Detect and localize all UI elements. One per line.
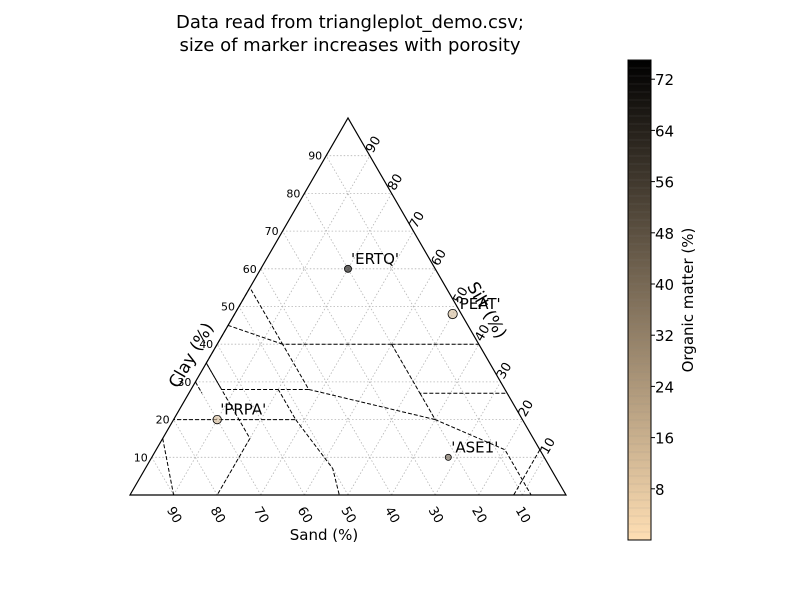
clay-tick-label: 50	[221, 301, 235, 314]
texture-boundary	[205, 287, 251, 496]
data-point-marker	[212, 414, 222, 425]
silt-tick-label: 10	[538, 435, 559, 457]
texture-boundary	[227, 324, 283, 345]
sand-tick-label: 60	[294, 504, 315, 526]
clay-tick-label: 80	[286, 187, 300, 200]
colorbar-tick-label: 8	[655, 481, 665, 499]
silt-tick-label: 50	[450, 285, 471, 307]
clay-tick-label: 70	[265, 225, 279, 238]
texture-boundary	[162, 438, 175, 496]
silt-tick-label: 70	[407, 209, 428, 231]
grid-line	[173, 155, 371, 496]
sand-tick-label: 40	[381, 504, 402, 526]
triangle-outline	[128, 116, 568, 496]
data-point-label: 'PRPA'	[220, 401, 266, 419]
sand-tick-label: 30	[425, 504, 446, 526]
sand-tick-label: 70	[250, 504, 271, 526]
grid-line	[478, 419, 523, 496]
colorbar-tick-label: 48	[655, 225, 674, 243]
texture-boundary	[513, 449, 541, 496]
clay-tick-label: 90	[308, 150, 322, 163]
colorbar-tick-label: 72	[655, 71, 674, 89]
clay-tick-label: 40	[199, 338, 213, 351]
colorbar-tick-label: 24	[655, 378, 674, 396]
chart-title-line-1: Data read from triangleplot_demo.csv;	[176, 12, 524, 33]
texture-boundary	[295, 419, 340, 496]
data-point-marker	[444, 453, 452, 461]
data-point-label: 'ASE1'	[451, 438, 498, 456]
sand-axis-label: Sand (%)	[290, 526, 358, 544]
grid-line	[347, 306, 458, 496]
texture-boundary	[205, 362, 279, 390]
colorbar-tick-label: 16	[655, 430, 674, 448]
colorbar: 8 16 24 32 40 48 56 64 72	[627, 59, 674, 541]
grid-line	[522, 457, 545, 496]
sand-tick-label: 90	[163, 504, 184, 526]
data-point-label: 'ERTQ'	[351, 250, 399, 268]
colorbar-tick-label: 56	[655, 174, 674, 192]
grid-line	[260, 230, 414, 496]
clay-tick-label: 30	[177, 376, 191, 389]
grid-line	[216, 343, 305, 496]
texture-boundary	[419, 392, 532, 496]
grid-lines	[151, 155, 545, 496]
grid-line	[282, 230, 436, 496]
data-point-marker	[447, 308, 458, 320]
sand-tick-label: 50	[337, 504, 358, 526]
silt-tick-label: 40	[472, 322, 493, 344]
clay-tick-label: 60	[243, 263, 257, 276]
chart-title-line-2: size of marker increases with porosity	[179, 35, 521, 56]
sand-tick-label: 80	[207, 504, 228, 526]
grid-line	[238, 306, 349, 496]
grid-line	[304, 268, 436, 496]
tick-labels: 90 80 70 60 50 40 30 20 109080706050403020101020…	[134, 134, 559, 526]
colorbar-tick-label: 40	[655, 276, 674, 294]
sand-tick-label: 10	[512, 504, 533, 526]
silt-tick-label: 30	[494, 360, 515, 382]
grid-line	[391, 343, 480, 496]
colorbar-tick-label: 64	[655, 122, 674, 140]
grid-line	[151, 457, 174, 496]
sand-tick-label: 20	[468, 504, 489, 526]
texture-boundary	[282, 343, 436, 421]
clay-tick-label: 20	[156, 414, 170, 427]
silt-tick-label: 20	[516, 398, 537, 420]
texture-boundary	[194, 381, 203, 394]
silt-tick-label: 90	[363, 134, 384, 156]
grid-line	[434, 381, 501, 496]
data-points: 'ERTQ' 'PEAT' 'ASE1' 'PRPA'	[212, 250, 501, 461]
texture-boundary	[173, 388, 309, 421]
colorbar-label: Organic matter (%)	[679, 228, 697, 373]
colorbar-tick-label: 32	[655, 327, 674, 345]
data-point-label: 'PEAT'	[456, 295, 501, 313]
data-point-marker	[344, 264, 352, 273]
texture-boundary	[391, 343, 508, 394]
silt-tick-label: 80	[385, 172, 406, 194]
silt-tick-label: 60	[429, 247, 450, 269]
grid-line	[195, 381, 262, 496]
grid-line	[325, 155, 523, 496]
grid-line	[260, 268, 392, 496]
clay-tick-label: 10	[134, 451, 148, 464]
grid-line	[173, 419, 218, 496]
